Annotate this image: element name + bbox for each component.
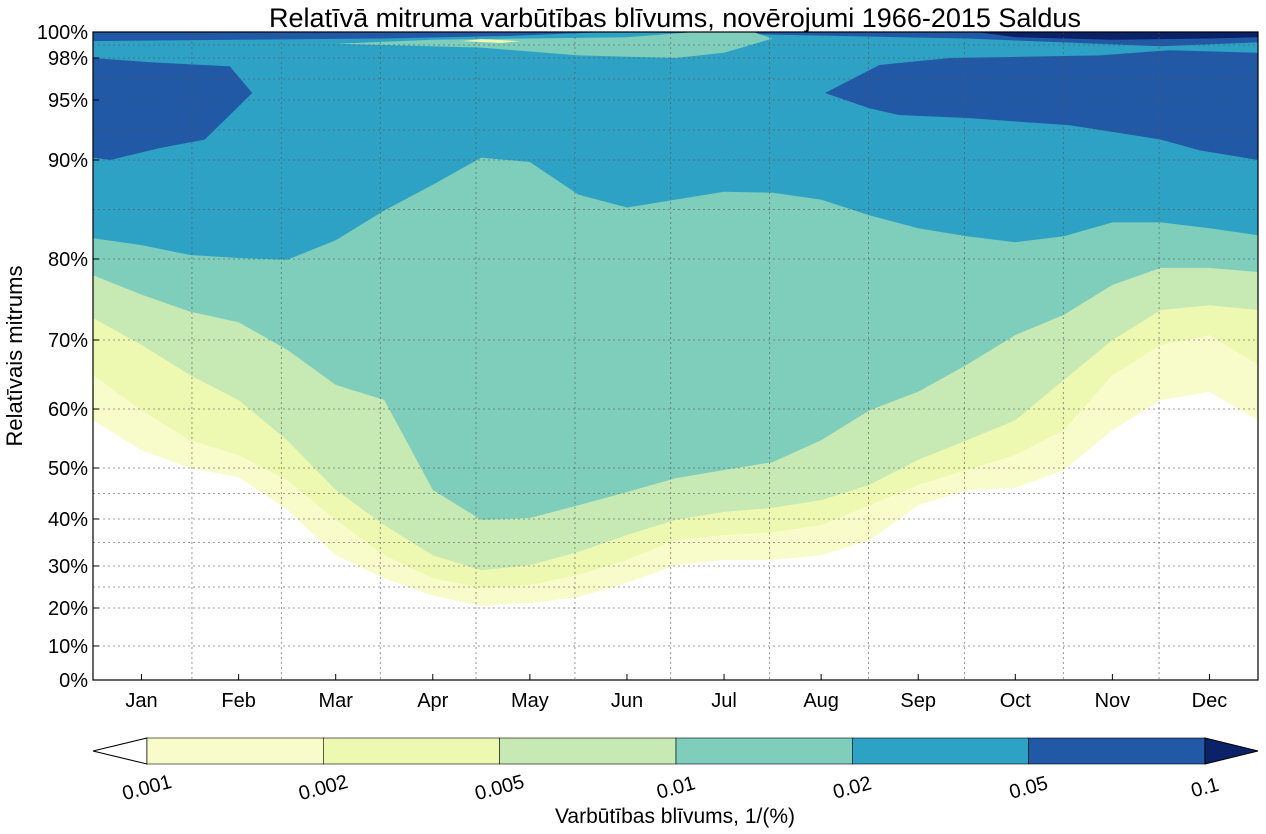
colorbar-segment bbox=[146, 737, 324, 765]
colorbar-segment bbox=[1028, 737, 1206, 765]
plot-frame bbox=[92, 31, 1259, 681]
y-tick-label: 60% bbox=[48, 399, 88, 421]
colorbar-label: Varbūtības blīvums, 1/(%) bbox=[555, 805, 795, 828]
colorbar-segment bbox=[675, 737, 853, 765]
x-tick-label: Mar bbox=[318, 690, 353, 712]
x-tick-label: Dec bbox=[1192, 690, 1228, 712]
colorbar-tick-label: 0.02 bbox=[831, 772, 874, 803]
y-tick-label: 20% bbox=[48, 598, 88, 620]
region-0.05 bbox=[93, 32, 608, 42]
x-tick-label: Aug bbox=[803, 690, 839, 712]
colorbar-tick-label: 0.002 bbox=[296, 771, 350, 805]
colorbar-tick-label: 0.1 bbox=[1189, 774, 1222, 802]
x-tick-label: Oct bbox=[1000, 690, 1032, 712]
x-tick-label: Nov bbox=[1095, 690, 1131, 712]
y-tick-label: 70% bbox=[48, 330, 88, 352]
y-tick-label: 10% bbox=[48, 636, 88, 658]
colorbar-tick-label: 0.005 bbox=[473, 771, 527, 805]
x-tick-label: Sep bbox=[900, 690, 936, 712]
region-0.05 bbox=[93, 58, 253, 160]
y-axis-label: Relatīvais mitrums bbox=[2, 266, 27, 447]
y-tick-label: 40% bbox=[48, 509, 88, 531]
colorbar-tick-label: 0.001 bbox=[120, 771, 174, 805]
x-tick-label: May bbox=[511, 690, 549, 712]
colorbar-segment bbox=[323, 737, 500, 765]
y-tick-label: 90% bbox=[48, 150, 88, 172]
y-tick-label: 50% bbox=[48, 458, 88, 480]
x-axis-ticks: Jan Feb Mar Apr May Jun Jul Aug Sep Oct Nov Dec bbox=[125, 674, 1227, 712]
region-0.1 bbox=[976, 32, 1258, 40]
y-tick-label: 95% bbox=[48, 90, 88, 112]
colorbar-over-triangle bbox=[1204, 737, 1259, 765]
colorbar-segment bbox=[499, 737, 677, 765]
colorbar-tick-label: 0.01 bbox=[654, 772, 697, 803]
y-tick-label: 0% bbox=[59, 670, 88, 692]
colorbar: 0.001 0.002 0.005 0.01 0.02 0.05 0.1 bbox=[92, 737, 1259, 805]
plot-area bbox=[92, 31, 1259, 681]
x-tick-label: Apr bbox=[417, 690, 448, 712]
x-tick-label: Jul bbox=[711, 690, 737, 712]
region-0.002 bbox=[461, 39, 521, 43]
y-axis-ticks: 0% 10% 20% 30% 40% 50% 60% 70% 80% 90% 95% 98% 100% bbox=[37, 22, 99, 692]
region-0.05 bbox=[825, 50, 1258, 161]
y-tick-label: 80% bbox=[48, 249, 88, 271]
y-tick-label: 98% bbox=[48, 48, 88, 70]
y-tick-label: 100% bbox=[37, 22, 88, 44]
y-tick-label: 30% bbox=[48, 556, 88, 578]
chart-title: Relatīvā mitruma varbūtības blīvums, nov… bbox=[269, 3, 1081, 33]
x-tick-label: Feb bbox=[221, 690, 255, 712]
colorbar-segment bbox=[852, 737, 1029, 765]
x-tick-label: Jun bbox=[611, 690, 643, 712]
colorbar-tick-label: 0.05 bbox=[1007, 772, 1050, 803]
x-tick-label: Jan bbox=[125, 690, 157, 712]
colorbar-under-triangle bbox=[92, 737, 148, 765]
